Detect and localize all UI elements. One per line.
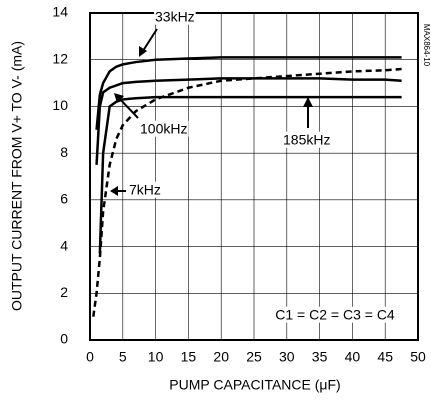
label-background — [154, 8, 196, 25]
series-label: 100kHz — [140, 121, 187, 137]
series-label: 7kHz — [129, 182, 161, 198]
x-tick-label: 50 — [410, 349, 426, 365]
y-tick-label: 4 — [60, 237, 68, 253]
figure-id: MAX864-10 — [422, 24, 431, 67]
label-background — [282, 131, 332, 148]
label-background — [139, 120, 189, 137]
y-axis-label: OUTPUT CURRENT FROM V+ TO V- (mA) — [9, 41, 25, 311]
label-background — [273, 306, 397, 323]
x-tick-label: 15 — [181, 349, 197, 365]
series-label: 33kHz — [155, 9, 195, 25]
x-tick-label: 0 — [86, 349, 94, 365]
x-tick-label: 20 — [213, 349, 229, 365]
series-line — [95, 56, 402, 130]
y-tick-label: 12 — [52, 50, 68, 66]
series-line — [92, 67, 402, 317]
series-line — [98, 95, 402, 254]
x-axis-label: PUMP CAPACITANCE (μF) — [169, 377, 340, 393]
label-background — [128, 181, 162, 198]
x-tick-label: 10 — [148, 349, 164, 365]
x-tick-label: 45 — [377, 349, 393, 365]
y-tick-label: 8 — [60, 144, 68, 160]
annotation: C1 = C2 = C3 = C4 — [275, 307, 395, 323]
y-tick-label: 0 — [60, 331, 68, 347]
y-tick-label: 2 — [60, 284, 68, 300]
arrow-head — [139, 46, 147, 57]
x-tick-label: 30 — [279, 349, 295, 365]
x-tick-label: 25 — [246, 349, 262, 365]
y-tick-label: 14 — [52, 4, 68, 20]
series-label: 185kHz — [283, 132, 330, 148]
arrow-head — [110, 186, 118, 196]
y-tick-label: 10 — [52, 97, 68, 113]
y-tick-label: 6 — [60, 191, 68, 207]
x-tick-label: 35 — [312, 349, 328, 365]
x-tick-label: 5 — [119, 349, 127, 365]
series-line — [95, 77, 402, 165]
plot-frame — [89, 12, 419, 341]
x-tick-label: 40 — [345, 349, 361, 365]
arrow-head — [303, 97, 313, 107]
